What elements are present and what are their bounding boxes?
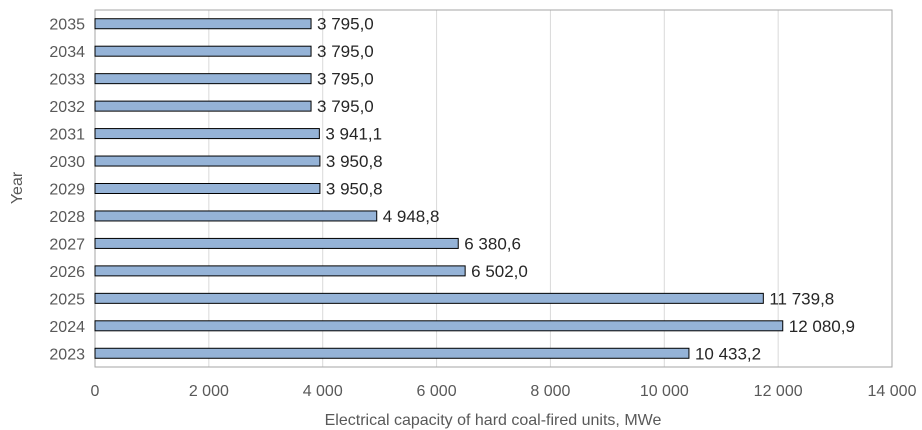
- y-tick-label: 2025: [49, 291, 85, 308]
- bar: [94, 237, 459, 249]
- bar: [94, 292, 764, 304]
- y-tick-label: 2035: [49, 17, 85, 34]
- x-tick-label: 12 000: [754, 383, 803, 400]
- bar: [94, 73, 312, 85]
- bar: [94, 210, 378, 222]
- data-label: 3 795,0: [317, 97, 374, 116]
- y-tick-label: 2027: [49, 236, 85, 253]
- data-label: 3 950,8: [326, 180, 383, 199]
- bar: [94, 155, 321, 167]
- data-label: 6 502,0: [471, 262, 528, 281]
- data-label: 3 941,1: [325, 125, 382, 144]
- bar: [94, 183, 321, 194]
- bar: [94, 128, 320, 140]
- y-tick-label: 2031: [49, 127, 85, 144]
- y-tick-label: 2029: [49, 182, 85, 199]
- y-tick-label: 2030: [49, 154, 85, 171]
- x-tick-label: 8 000: [530, 383, 570, 400]
- bar: [94, 100, 312, 112]
- x-tick-label: 6 000: [417, 383, 457, 400]
- x-tick-label: 10 000: [640, 383, 689, 400]
- bar: [94, 347, 690, 359]
- y-tick-label: 2034: [49, 44, 85, 61]
- x-tick-label: 4 000: [303, 383, 343, 400]
- data-label: 10 433,2: [695, 344, 761, 363]
- data-label: 3 950,8: [326, 152, 383, 171]
- bar: [94, 45, 312, 57]
- y-tick-label: 2026: [49, 264, 85, 281]
- x-axis-title: Electrical capacity of hard coal-fired u…: [325, 412, 662, 429]
- gridlines: [208, 10, 779, 367]
- data-label: 11 739,8: [769, 289, 834, 308]
- data-label: 3 795,0: [317, 70, 374, 89]
- y-tick-label: 2028: [49, 209, 85, 226]
- bar: [94, 265, 466, 277]
- y-tick-label: 2024: [49, 319, 85, 336]
- data-label: 12 080,9: [789, 317, 855, 336]
- bar: [94, 320, 784, 332]
- bar-series: 3 795,0 3 795,0 3 795,0 3 795,0 3 941,1 3 950…: [94, 15, 855, 363]
- x-tick-label: 14 000: [868, 383, 917, 400]
- x-tick-label: 2 000: [189, 383, 229, 400]
- data-label: 3 795,0: [317, 15, 374, 34]
- x-axis-tick-labels: 0 2 000 4 000 6 000 8 000 10 000 12 000 14 000: [91, 383, 917, 400]
- data-label: 3 795,0: [317, 42, 374, 61]
- bar: [94, 18, 312, 30]
- y-tick-label: 2032: [49, 99, 85, 116]
- data-label: 4 948,8: [383, 207, 440, 226]
- y-tick-label: 2023: [49, 346, 85, 363]
- y-tick-label: 2033: [49, 72, 85, 89]
- x-tick-label: 0: [91, 383, 100, 400]
- y-axis-title: Year: [9, 171, 26, 204]
- y-axis-tick-labels: 2035 2034 2033 2032 2031 2030 2029 2028 2027 2026…: [49, 17, 85, 364]
- data-label: 6 380,6: [464, 234, 521, 253]
